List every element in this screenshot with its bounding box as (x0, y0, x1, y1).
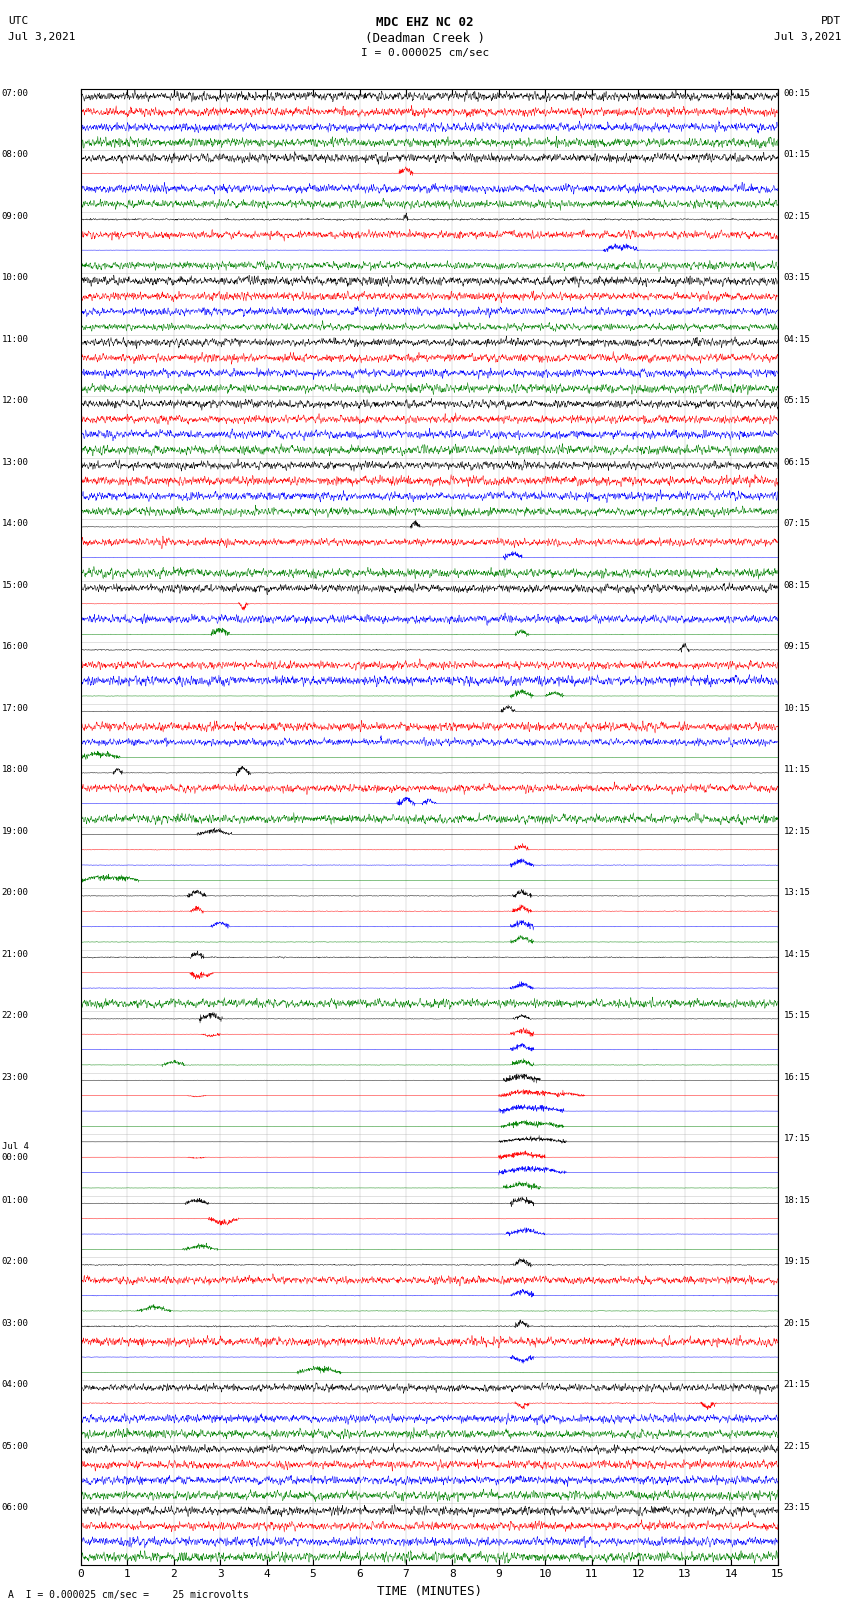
Text: 07:00: 07:00 (2, 89, 29, 98)
Text: 03:00: 03:00 (2, 1319, 29, 1327)
Text: 17:00: 17:00 (2, 703, 29, 713)
Text: 18:00: 18:00 (2, 765, 29, 774)
Text: 06:15: 06:15 (784, 458, 811, 466)
Text: (Deadman Creek ): (Deadman Creek ) (365, 32, 485, 45)
Text: 04:00: 04:00 (2, 1381, 29, 1389)
Text: 10:00: 10:00 (2, 273, 29, 282)
Text: 12:15: 12:15 (784, 827, 811, 836)
Text: 12:00: 12:00 (2, 397, 29, 405)
Text: 18:15: 18:15 (784, 1195, 811, 1205)
Text: 22:15: 22:15 (784, 1442, 811, 1450)
Text: 04:15: 04:15 (784, 336, 811, 344)
Text: UTC: UTC (8, 16, 29, 26)
Text: 11:00: 11:00 (2, 336, 29, 344)
Text: 14:15: 14:15 (784, 950, 811, 958)
Text: 00:15: 00:15 (784, 89, 811, 98)
Text: 16:00: 16:00 (2, 642, 29, 652)
Text: 14:00: 14:00 (2, 519, 29, 527)
Text: 13:00: 13:00 (2, 458, 29, 466)
Text: 01:15: 01:15 (784, 150, 811, 160)
Text: 11:15: 11:15 (784, 765, 811, 774)
Text: Jul 3,2021: Jul 3,2021 (8, 32, 76, 42)
Text: 08:15: 08:15 (784, 581, 811, 590)
Text: 16:15: 16:15 (784, 1073, 811, 1082)
X-axis label: TIME (MINUTES): TIME (MINUTES) (377, 1586, 482, 1598)
Text: 05:15: 05:15 (784, 397, 811, 405)
Text: 09:15: 09:15 (784, 642, 811, 652)
Text: Jul 4
00:00: Jul 4 00:00 (2, 1142, 29, 1161)
Text: 02:00: 02:00 (2, 1257, 29, 1266)
Text: 23:15: 23:15 (784, 1503, 811, 1511)
Text: 03:15: 03:15 (784, 273, 811, 282)
Text: 10:15: 10:15 (784, 703, 811, 713)
Text: 15:00: 15:00 (2, 581, 29, 590)
Text: 19:15: 19:15 (784, 1257, 811, 1266)
Text: A  I = 0.000025 cm/sec =    25 microvolts: A I = 0.000025 cm/sec = 25 microvolts (8, 1590, 249, 1600)
Text: 02:15: 02:15 (784, 211, 811, 221)
Text: MDC EHZ NC 02: MDC EHZ NC 02 (377, 16, 473, 29)
Text: 06:00: 06:00 (2, 1503, 29, 1511)
Text: 21:00: 21:00 (2, 950, 29, 958)
Text: 23:00: 23:00 (2, 1073, 29, 1082)
Text: 09:00: 09:00 (2, 211, 29, 221)
Text: 22:00: 22:00 (2, 1011, 29, 1019)
Text: 13:15: 13:15 (784, 889, 811, 897)
Text: 20:00: 20:00 (2, 889, 29, 897)
Text: 05:00: 05:00 (2, 1442, 29, 1450)
Text: 17:15: 17:15 (784, 1134, 811, 1144)
Text: PDT: PDT (821, 16, 842, 26)
Text: 19:00: 19:00 (2, 827, 29, 836)
Text: Jul 3,2021: Jul 3,2021 (774, 32, 842, 42)
Text: 07:15: 07:15 (784, 519, 811, 527)
Text: 20:15: 20:15 (784, 1319, 811, 1327)
Text: 01:00: 01:00 (2, 1195, 29, 1205)
Text: I = 0.000025 cm/sec: I = 0.000025 cm/sec (361, 48, 489, 58)
Text: 15:15: 15:15 (784, 1011, 811, 1019)
Text: 08:00: 08:00 (2, 150, 29, 160)
Text: 21:15: 21:15 (784, 1381, 811, 1389)
